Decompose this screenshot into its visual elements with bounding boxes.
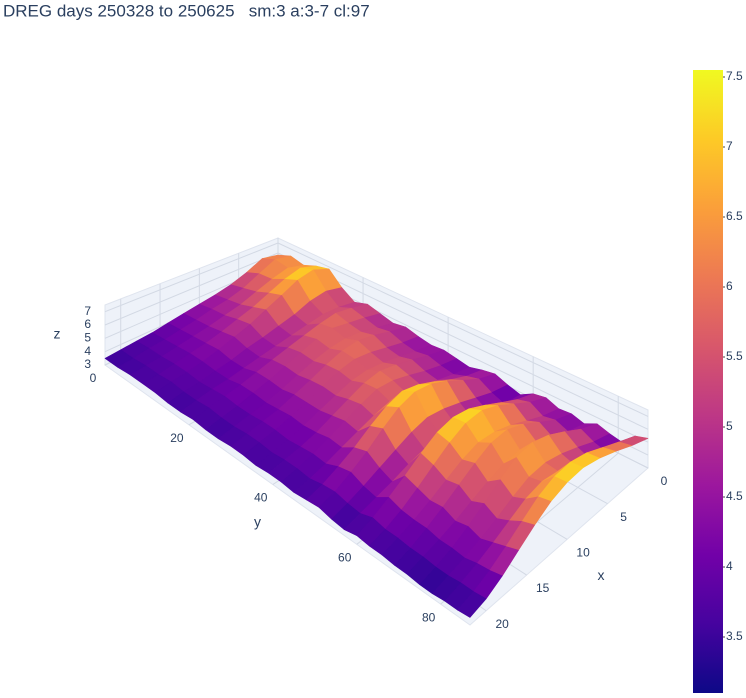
colorbar-tick-label: 6.5 xyxy=(726,209,743,223)
z-tick-label: 3 xyxy=(84,357,91,371)
z-tick-label: 6 xyxy=(84,317,91,331)
x-tick-label: 5 xyxy=(620,510,627,524)
x-tick-label: 0 xyxy=(661,474,668,488)
x-tick-label: 15 xyxy=(536,581,550,595)
grid-line xyxy=(277,242,649,417)
colorbar-tick-label: 5 xyxy=(726,419,733,433)
colorbar-tick-label: 6 xyxy=(726,279,733,293)
colorbar-tick-label: 3.5 xyxy=(726,629,743,643)
colorbar-tick-label: 7 xyxy=(726,139,733,153)
grid-line xyxy=(104,242,279,313)
y-tick-label: 0 xyxy=(90,371,97,385)
z-tick-label: 4 xyxy=(84,344,91,358)
z-axis-title: z xyxy=(54,326,61,342)
grid-line xyxy=(104,252,279,326)
x-tick-label: 10 xyxy=(576,546,590,560)
colorbar-tick-label: 7.5 xyxy=(726,69,743,83)
y-tick-label: 40 xyxy=(254,491,268,505)
z-tick-label: 7 xyxy=(84,304,91,318)
y-tick-label: 60 xyxy=(338,550,352,564)
z-tick-label: 5 xyxy=(84,331,91,345)
surface-patch xyxy=(457,591,487,618)
x-axis-title: x xyxy=(598,567,605,583)
grid-line xyxy=(277,252,649,430)
colorbar-tick-label: 4.5 xyxy=(726,489,743,503)
x-tick-label: 20 xyxy=(496,617,510,631)
y-tick-label: 80 xyxy=(422,610,436,624)
y-tick-label: 20 xyxy=(170,431,184,445)
colorbar-tick-label: 5.5 xyxy=(726,349,743,363)
y-axis-title: y xyxy=(254,514,261,530)
chart-title: DREG days 250328 to 250625 sm:3 a:3-7 cl… xyxy=(3,1,370,20)
colorbar-tick-label: 4 xyxy=(726,559,733,573)
colorbar xyxy=(693,70,723,693)
